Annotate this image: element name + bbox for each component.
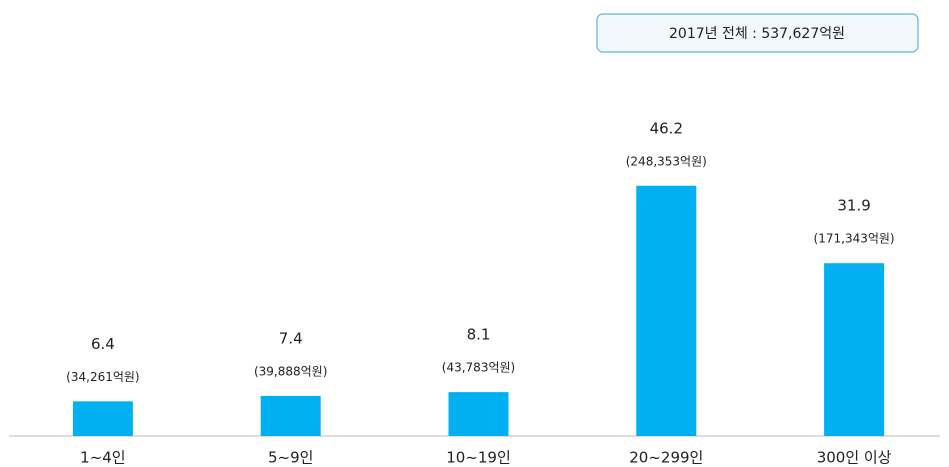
total-box	[596, 13, 919, 53]
value-label: 46.2	[650, 119, 683, 137]
amount-label: (39,888억원)	[254, 364, 327, 378]
x-tick-label: 10~19인	[446, 449, 511, 467]
bar	[72, 401, 133, 436]
value-label: 6.4	[91, 335, 115, 353]
bar	[448, 392, 509, 436]
x-tick-label: 5~9인	[268, 449, 313, 467]
x-tick-label: 300인 이상	[817, 449, 892, 467]
amount-label: (171,343억원)	[814, 232, 895, 246]
x-tick-label: 20~299인	[629, 449, 703, 467]
bar	[636, 185, 697, 436]
value-label: 31.9	[837, 197, 870, 215]
value-label: 8.1	[467, 326, 491, 344]
bar	[824, 263, 885, 436]
amount-label: (248,353억원)	[626, 154, 707, 168]
value-label: 7.4	[279, 329, 303, 347]
amount-label: (43,783억원)	[442, 361, 515, 375]
x-tick-label: 1~4인	[80, 449, 125, 467]
total-label: 2017년 전체 : 537,627억원	[669, 26, 845, 42]
bar	[260, 395, 321, 436]
amount-label: (34,261억원)	[66, 370, 139, 384]
